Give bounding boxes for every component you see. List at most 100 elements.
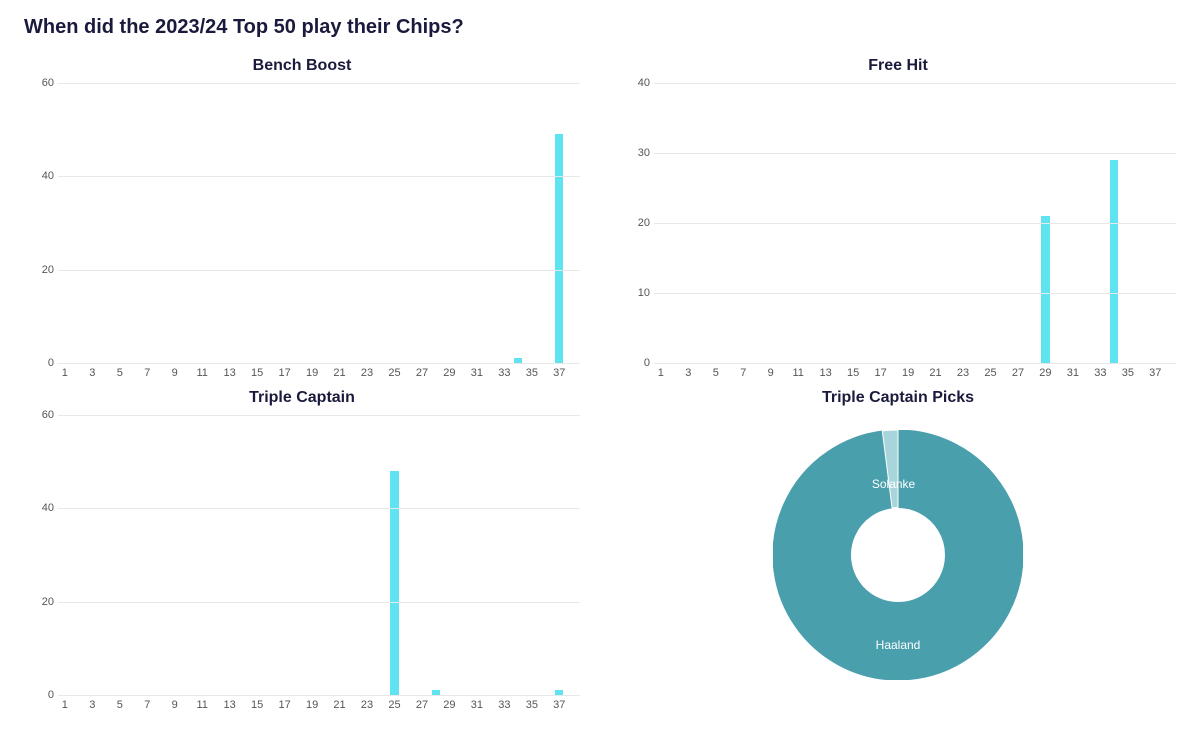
panel-title: Bench Boost — [24, 57, 580, 75]
x-tick-label — [539, 695, 553, 711]
grid-line — [58, 270, 580, 271]
bar-slot — [168, 83, 182, 363]
x-tick-label: 35 — [525, 695, 539, 711]
y-axis: 0204060 — [24, 415, 58, 695]
x-tick-label — [778, 363, 792, 379]
x-tick-label — [237, 363, 251, 379]
bar-slot — [113, 415, 127, 695]
x-tick-label — [1052, 363, 1066, 379]
bar-slot — [374, 83, 388, 363]
x-tick-label: 11 — [195, 363, 209, 379]
x-tick-label: 29 — [443, 363, 457, 379]
grid-line — [654, 363, 1176, 364]
x-tick-label: 17 — [278, 695, 292, 711]
x-tick-label: 5 — [113, 363, 127, 379]
x-tick-label: 15 — [250, 363, 264, 379]
bar — [1110, 160, 1118, 363]
bar-slot — [319, 415, 333, 695]
bar — [390, 471, 398, 695]
bar-slot — [223, 83, 237, 363]
page-title: When did the 2023/24 Top 50 play their C… — [24, 16, 1176, 39]
panel-title: Triple Captain Picks — [620, 389, 1176, 407]
bar-slot — [278, 83, 292, 363]
x-tick-label: 3 — [85, 695, 99, 711]
x-tick-label: 37 — [552, 695, 566, 711]
bar-slot — [470, 415, 484, 695]
grid-line — [654, 223, 1176, 224]
bar-slot — [346, 83, 360, 363]
x-tick-label — [374, 695, 388, 711]
bar-slot — [209, 415, 223, 695]
x-tick-label — [1135, 363, 1149, 379]
bar-slot — [498, 415, 512, 695]
x-tick-label: 27 — [415, 695, 429, 711]
panel-triple-captain: Triple Captain 0204060 13579111315171921… — [24, 389, 580, 711]
y-tick-label: 60 — [42, 77, 54, 89]
x-tick-label: 7 — [736, 363, 750, 379]
x-tick-label — [374, 363, 388, 379]
bar-slot — [415, 415, 429, 695]
x-tick-label — [99, 695, 113, 711]
chart-grid: Bench Boost 0204060 13579111315171921232… — [24, 57, 1176, 711]
x-tick-label: 23 — [956, 363, 970, 379]
x-tick-label: 21 — [333, 363, 347, 379]
y-axis: 0204060 — [24, 83, 58, 363]
x-tick-label: 11 — [791, 363, 805, 379]
x-tick-label: 35 — [525, 363, 539, 379]
grid-line — [58, 602, 580, 603]
plot-area — [58, 83, 580, 363]
x-tick-label: 35 — [1121, 363, 1135, 379]
x-axis: 135791113151719212325272931333537 — [58, 363, 580, 379]
y-tick-label: 0 — [48, 357, 54, 369]
x-tick-label: 9 — [764, 363, 778, 379]
x-tick-label: 1 — [58, 363, 72, 379]
bar-slot — [429, 415, 443, 695]
x-tick-label — [456, 363, 470, 379]
x-tick-label: 11 — [195, 695, 209, 711]
x-tick-label — [209, 363, 223, 379]
bar-slot — [443, 415, 457, 695]
x-tick-label — [154, 363, 168, 379]
panel-triple-captain-picks: Triple Captain Picks HaalandSolanke — [620, 389, 1176, 711]
x-tick-label: 15 — [846, 363, 860, 379]
x-tick-label: 25 — [388, 695, 402, 711]
x-tick-label: 19 — [901, 363, 915, 379]
x-tick-label — [264, 695, 278, 711]
x-tick-label: 23 — [360, 695, 374, 711]
x-tick-label: 5 — [113, 695, 127, 711]
bar-slot — [511, 415, 525, 695]
bar-slot — [552, 415, 566, 695]
y-tick-label: 30 — [638, 147, 650, 159]
x-tick-label — [511, 363, 525, 379]
y-axis: 010203040 — [620, 83, 654, 363]
x-tick-label — [750, 363, 764, 379]
x-tick-label — [1080, 363, 1094, 379]
panel-bench-boost: Bench Boost 0204060 13579111315171921232… — [24, 57, 580, 379]
x-tick-label — [346, 695, 360, 711]
bar-slot — [278, 415, 292, 695]
bar-slot — [223, 415, 237, 695]
bar-slot — [566, 83, 580, 363]
bar-slot — [539, 83, 553, 363]
x-tick-label: 25 — [984, 363, 998, 379]
x-tick-label: 25 — [388, 363, 402, 379]
x-tick-label — [511, 695, 525, 711]
x-tick-label: 3 — [85, 363, 99, 379]
bar-slot — [291, 415, 305, 695]
panel-title: Free Hit — [620, 57, 1176, 75]
bar-slot — [552, 83, 566, 363]
bar-slot — [401, 83, 415, 363]
x-tick-label — [182, 363, 196, 379]
bar-slot — [525, 415, 539, 695]
x-tick-label — [429, 363, 443, 379]
grid-line — [654, 153, 1176, 154]
y-tick-label: 40 — [42, 502, 54, 514]
x-tick-label: 17 — [278, 363, 292, 379]
x-axis: 135791113151719212325272931333537 — [654, 363, 1176, 379]
bar-slot — [401, 415, 415, 695]
x-tick-label — [291, 363, 305, 379]
x-tick-label: 9 — [168, 695, 182, 711]
x-tick-label — [237, 695, 251, 711]
bar-slot — [58, 415, 72, 695]
grid-line — [58, 415, 580, 416]
